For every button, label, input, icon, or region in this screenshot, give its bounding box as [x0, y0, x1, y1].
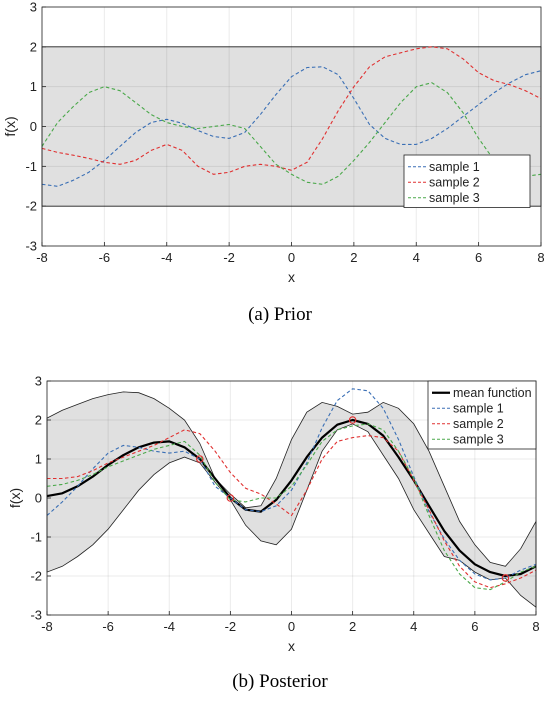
x-tick-label: -6 [99, 250, 111, 265]
legend-box [403, 154, 531, 208]
x-tick-label: 4 [410, 619, 417, 634]
series-line-sample-2 [47, 429, 537, 589]
x-axis-label: x [288, 269, 295, 285]
x-axis-label: x [288, 638, 295, 654]
observation-point [196, 455, 204, 463]
y-tick-label: -1 [30, 530, 42, 545]
series-line-sample-1 [41, 66, 542, 187]
x-tick-label: -2 [225, 619, 237, 634]
x-tick-label: 2 [350, 250, 357, 265]
y-tick-label: 1 [35, 452, 42, 467]
y-tick-label: 0 [35, 491, 42, 506]
series-line-sample-3 [41, 82, 542, 185]
y-tick-label: 2 [30, 39, 37, 54]
legend-label: sample 1 [453, 402, 504, 416]
x-tick-label: 8 [532, 619, 539, 634]
y-tick-label: -2 [30, 569, 42, 584]
observation-point [226, 494, 235, 502]
series-line-mean-function [46, 418, 537, 578]
y-tick-label: -2 [25, 199, 37, 214]
y-tick-label: -1 [25, 159, 37, 174]
legend-label: sample 3 [429, 191, 480, 205]
legend-label: mean function [453, 386, 532, 400]
chart-2: -8 -6 -4 -2 0 2 4 6 8 -3 -2 -1 0 1 2 3 x f(x) mean functio… [7, 374, 540, 655]
legend-label: sample 2 [453, 417, 504, 431]
y-tick-label: 3 [30, 0, 37, 15]
legend-label: sample 1 [429, 160, 480, 174]
x-tick-label: 2 [349, 619, 356, 634]
observation-point [348, 416, 357, 424]
y-tick-label: 2 [35, 413, 42, 428]
series-line-sample-3 [46, 423, 537, 591]
legend-label: sample 2 [429, 176, 480, 190]
x-tick-label: 0 [288, 250, 295, 265]
y-axis-label: f(x) [7, 488, 23, 508]
x-tick-label: 6 [475, 250, 482, 265]
series-line-sample-2 [41, 46, 542, 175]
y-tick-label: -3 [30, 608, 42, 623]
x-tick-label: 8 [537, 250, 544, 265]
observation-point [501, 574, 510, 582]
x-tick-label: -8 [41, 619, 53, 634]
x-tick-label: -4 [163, 619, 175, 634]
y-tick-label: 3 [35, 374, 42, 389]
caption-prior: (a) Prior [248, 304, 313, 325]
caption-posterior: (b) Posterior [232, 671, 328, 692]
legend-label: sample 3 [453, 433, 504, 447]
x-tick-label: -6 [102, 619, 114, 634]
y-tick-label: 0 [30, 119, 37, 134]
x-tick-label: 0 [288, 619, 295, 634]
y-axis-label: f(x) [2, 116, 18, 136]
y-tick-label: -3 [25, 239, 37, 254]
x-tick-label: -4 [161, 250, 173, 265]
x-tick-label: -8 [36, 250, 48, 265]
x-tick-label: 6 [471, 619, 478, 634]
x-tick-label: -2 [223, 250, 235, 265]
x-tick-label: 4 [413, 250, 420, 265]
series-line-sample-1 [46, 388, 537, 581]
y-tick-label: 1 [30, 79, 37, 94]
